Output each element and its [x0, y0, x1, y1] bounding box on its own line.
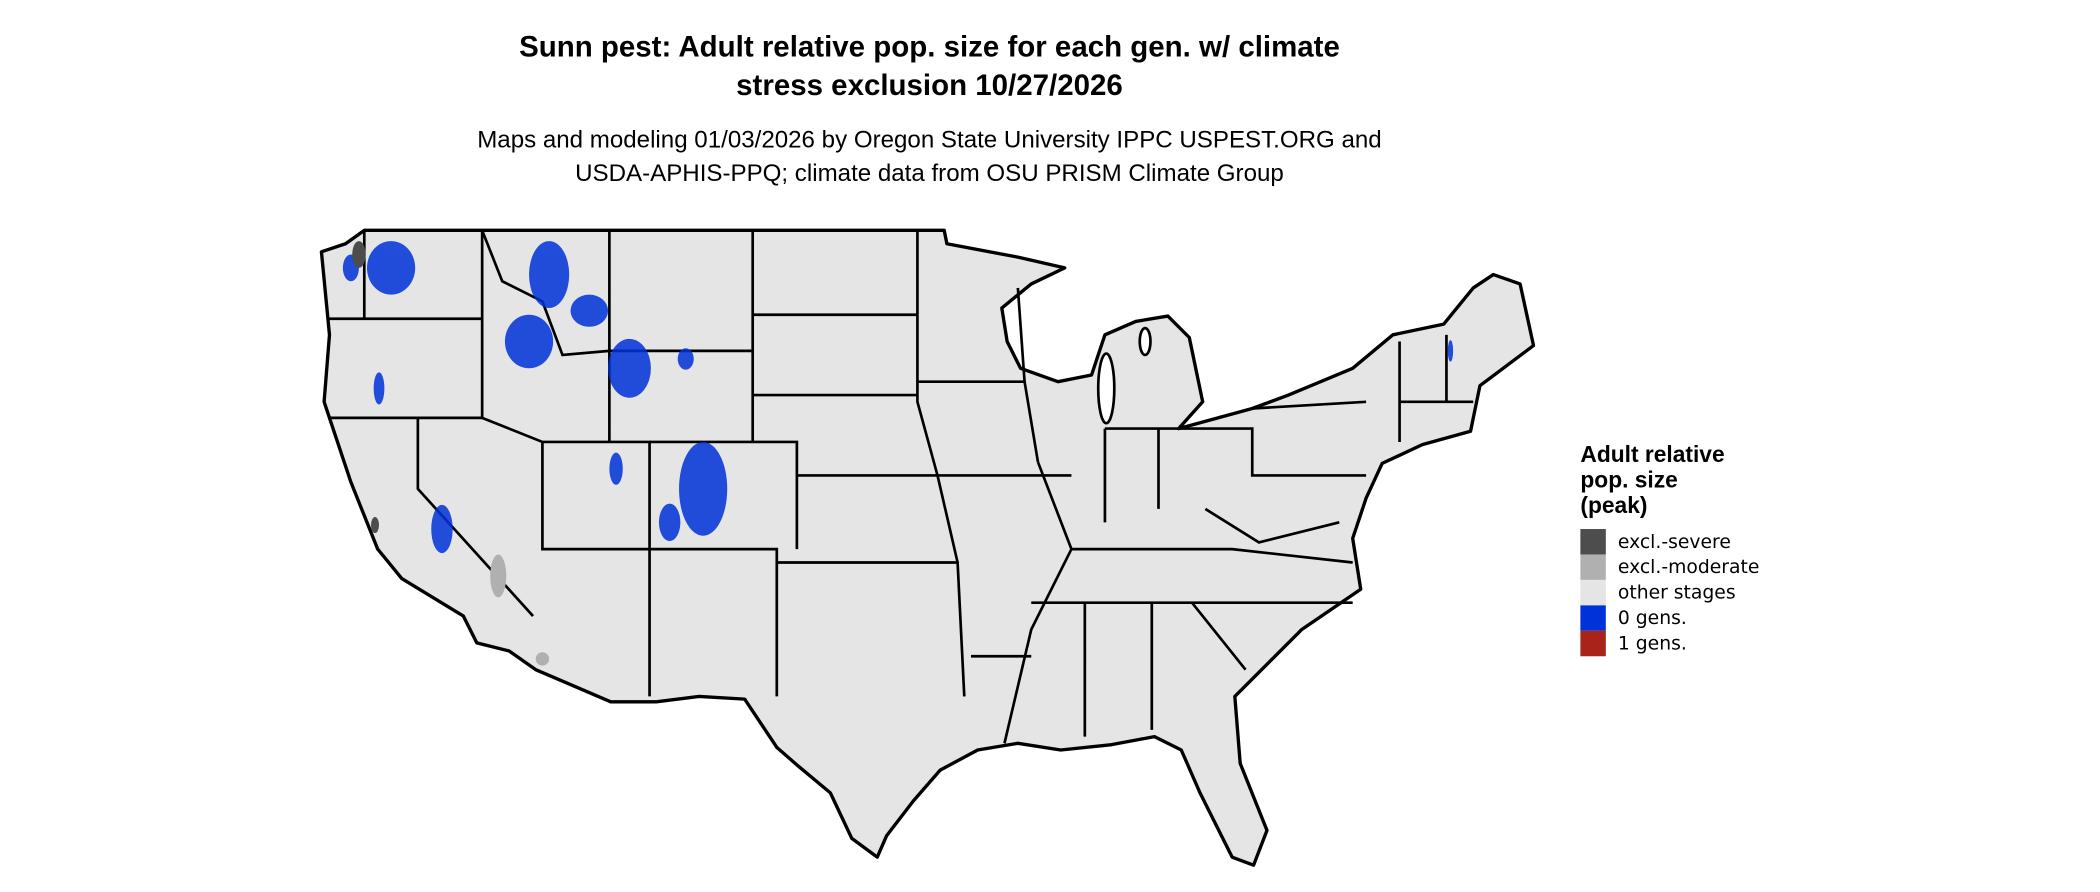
legend-label: excl.-severe — [1617, 531, 1731, 553]
subtitle-line-2: USDA-APHIS-PPQ; climate data from OSU PR… — [575, 159, 1284, 187]
title-line-2: stress exclusion 10/27/2026 — [736, 68, 1123, 102]
map-subtitle: Maps and modeling 01/03/2026 by Oregon S… — [0, 123, 1859, 190]
legend-title-line-1: Adult relative — [1580, 441, 1725, 468]
lakes — [1096, 326, 1152, 425]
legend-item: excl.-severe — [1580, 529, 1759, 555]
title-line-1: Sunn pest: Adult relative pop. size for … — [519, 29, 1340, 63]
legend-label: 1 gens. — [1617, 632, 1687, 655]
legend-title-line-2: pop. size — [1580, 467, 1678, 493]
map-title: Sunn pest: Adult relative pop. size for … — [0, 27, 1859, 105]
legend-title-line-3: (peak) — [1580, 492, 1648, 519]
excl-severe-areas — [352, 241, 380, 534]
legend-swatch — [1580, 630, 1606, 657]
legend-swatch — [1580, 579, 1606, 606]
legend-item: excl.-moderate — [1580, 554, 1760, 580]
legend-label: other stages — [1617, 581, 1736, 604]
legend-label: excl.-moderate — [1617, 556, 1760, 578]
legend-title: Adult relative pop. size (peak) — [1580, 442, 1759, 518]
legend-swatch — [1580, 554, 1606, 580]
legend-item: 1 gens. — [1580, 630, 1759, 657]
legend-swatch — [1580, 605, 1606, 631]
conus-outline — [319, 228, 1536, 867]
legend: Adult relative pop. size (peak) excl.-se… — [1580, 442, 1760, 657]
legend-item: 0 gens. — [1580, 605, 1759, 631]
state-borders — [328, 229, 1474, 744]
legend-swatch — [1580, 529, 1606, 555]
excl-moderate-areas — [490, 554, 550, 666]
legend-item: other stages — [1580, 579, 1759, 606]
subtitle-line-1: Maps and modeling 01/03/2026 by Oregon S… — [477, 125, 1382, 153]
legend-label: 0 gens. — [1617, 607, 1687, 629]
zero-gens-areas — [342, 241, 1454, 554]
